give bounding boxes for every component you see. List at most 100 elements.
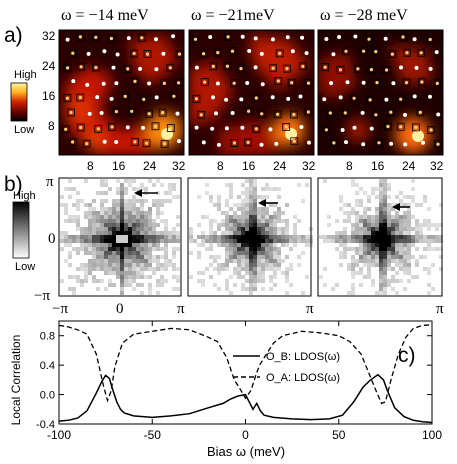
fourier-pixel bbox=[209, 227, 213, 231]
atom-square-marker bbox=[123, 65, 132, 73]
atom-dot-inner bbox=[79, 65, 83, 69]
fourier-pixel bbox=[343, 243, 347, 247]
fourier-pixel bbox=[108, 271, 112, 275]
colorbar-b-high-label: High bbox=[13, 190, 36, 202]
atom-square-marker bbox=[143, 50, 152, 58]
fourier-pixel bbox=[152, 239, 156, 243]
fourier-pixel bbox=[160, 203, 164, 207]
atom-dot-white bbox=[428, 66, 433, 71]
fourier-pixel bbox=[201, 243, 205, 247]
fourier-pixel bbox=[431, 235, 435, 239]
fourier-pixel bbox=[197, 195, 201, 199]
fourier-pixel bbox=[104, 191, 108, 195]
fourier-pixel bbox=[132, 211, 136, 215]
fourier-pixel bbox=[285, 271, 289, 275]
fourier-pixel bbox=[128, 255, 132, 259]
fourier-pixel bbox=[277, 251, 281, 255]
fourier-pixel bbox=[64, 231, 68, 235]
fourier-pixel bbox=[439, 255, 443, 259]
fourier-pixel bbox=[387, 195, 391, 199]
fourier-pixel bbox=[136, 215, 140, 219]
fourier-pixel bbox=[419, 227, 423, 231]
fourier-pixel bbox=[383, 247, 387, 251]
fourier-pixel bbox=[201, 215, 205, 219]
fourier-pixel bbox=[60, 247, 64, 251]
fourier-pixel bbox=[269, 215, 273, 219]
fourier-pixel bbox=[136, 243, 140, 247]
fourier-pixel bbox=[120, 191, 124, 195]
fourier-pixel bbox=[172, 247, 176, 251]
fourier-pixel bbox=[237, 243, 241, 247]
atom-square-marker bbox=[329, 138, 338, 147]
fourier-pixel bbox=[359, 215, 363, 219]
fourier-pixel bbox=[375, 195, 379, 199]
fourier-pixel bbox=[355, 199, 359, 203]
fourier-pixel bbox=[60, 239, 64, 243]
fourier-pixel bbox=[229, 191, 233, 195]
fourier-pixel bbox=[399, 255, 403, 259]
fourier-pixel bbox=[427, 207, 431, 211]
fourier-pixel bbox=[229, 259, 233, 263]
fourier-pixel bbox=[152, 231, 156, 235]
atom-dot-inner bbox=[292, 139, 296, 143]
fourier-pixel bbox=[225, 243, 229, 247]
fourier-pixel bbox=[225, 247, 229, 251]
fourier-pixel bbox=[347, 215, 351, 219]
fourier-pixel bbox=[72, 247, 76, 251]
fourier-pixel bbox=[399, 259, 403, 263]
fourier-pixel bbox=[176, 223, 180, 227]
atom-dot-inner bbox=[418, 110, 422, 114]
fourier-pixel bbox=[439, 203, 443, 207]
atom-dot-white bbox=[253, 65, 258, 70]
fourier-pixel bbox=[273, 211, 277, 215]
fourier-pixel bbox=[164, 247, 168, 251]
fourier-pixel bbox=[164, 199, 168, 203]
atom-dot-white bbox=[102, 49, 107, 54]
fourier-pixel bbox=[156, 283, 160, 287]
a-xtick-32-1: 32 bbox=[172, 159, 186, 173]
atom-dot-inner bbox=[332, 141, 336, 145]
fourier-pixel bbox=[68, 219, 72, 223]
fourier-pixel bbox=[367, 251, 371, 255]
fourier-pixel bbox=[245, 263, 249, 267]
fourier-pixel bbox=[249, 231, 253, 235]
atom-dot-inner bbox=[109, 36, 113, 41]
atom-dot-white bbox=[111, 65, 116, 70]
fourier-pixel bbox=[116, 235, 120, 239]
fourier-pixel bbox=[439, 239, 443, 243]
fourier-pixel bbox=[273, 271, 277, 275]
fourier-pixel bbox=[297, 219, 301, 223]
fourier-pixel bbox=[293, 235, 297, 239]
fourier-pixel bbox=[116, 259, 120, 263]
atom-dot-inner bbox=[162, 81, 166, 85]
atom-dot-inner bbox=[435, 81, 439, 85]
fourier-pixel bbox=[104, 199, 108, 203]
legend-label-ob: O_B: LDOS(ω) bbox=[266, 351, 340, 363]
fourier-pixel bbox=[355, 183, 359, 187]
fourier-pixel bbox=[339, 243, 343, 247]
fourier-pixel bbox=[168, 183, 172, 187]
fourier-pixel bbox=[265, 251, 269, 255]
fourier-pixel bbox=[112, 271, 116, 275]
atom-square-marker bbox=[434, 140, 442, 149]
fourier-pixel bbox=[136, 235, 140, 239]
a-xtick-24-3: 24 bbox=[402, 159, 416, 173]
fourier-pixel bbox=[116, 231, 120, 235]
fourier-pixel bbox=[120, 255, 124, 259]
fourier-pixel bbox=[156, 259, 160, 263]
atom-dot-white bbox=[247, 49, 252, 53]
fourier-pixel bbox=[363, 235, 367, 239]
fourier-pixel bbox=[379, 227, 383, 231]
atom-square-marker bbox=[252, 125, 261, 133]
fourier-pixel bbox=[124, 259, 128, 263]
fourier-pixel bbox=[371, 255, 375, 259]
atom-square-marker bbox=[371, 47, 380, 56]
atom-dot-inner bbox=[225, 64, 229, 68]
fourier-pixel bbox=[176, 231, 180, 235]
fourier-pixel bbox=[76, 203, 80, 207]
fourier-pixel bbox=[116, 263, 120, 267]
fourier-pixel bbox=[132, 235, 136, 239]
atom-dot-white bbox=[391, 81, 396, 86]
xtick-label: 50 bbox=[332, 428, 346, 442]
fourier-pixel bbox=[269, 287, 273, 291]
